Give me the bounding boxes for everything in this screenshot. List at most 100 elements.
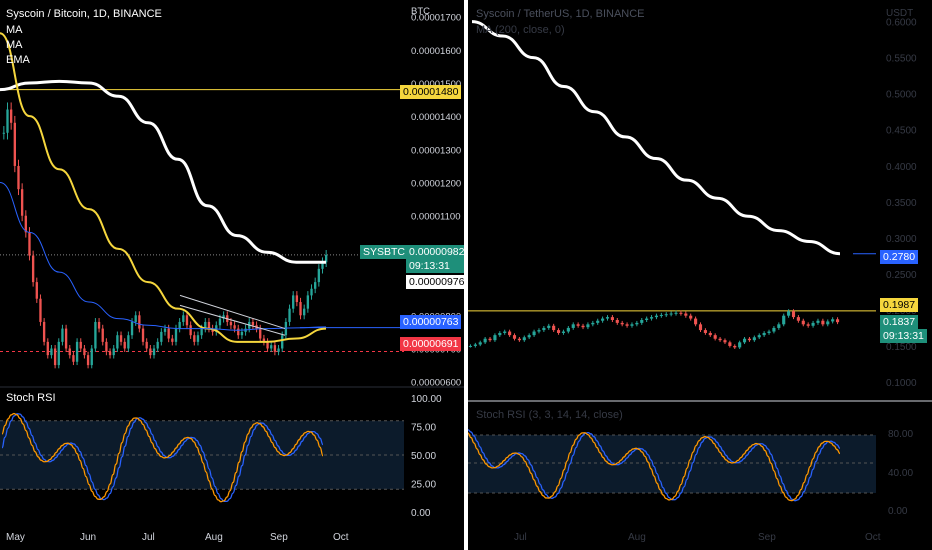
left-candle-body bbox=[9, 109, 13, 123]
left-chart-pane[interactable]: 0.00001700 0.00001600 0.00001500 0.00001400… bbox=[0, 0, 464, 550]
right-candle-body bbox=[625, 324, 629, 326]
left-candle-body bbox=[310, 288, 313, 296]
right-resistance-label: 0.1987 bbox=[880, 298, 919, 312]
left-x-tick: Jun bbox=[80, 532, 96, 543]
right-candle-body bbox=[522, 337, 526, 341]
left-candle-body bbox=[204, 321, 207, 329]
left-candle-body bbox=[61, 328, 64, 342]
right-candle-body bbox=[806, 324, 810, 326]
right-last-price-label: 0.1837 bbox=[880, 315, 919, 329]
right-currency-label: USDT bbox=[886, 8, 913, 19]
right-chart-pane[interactable]: 0.6000 0.5500 0.5000 0.4500 0.4000 0.3500 0.30… bbox=[468, 0, 932, 550]
left-x-tick: Oct bbox=[333, 532, 349, 543]
right-candle-body bbox=[718, 338, 722, 341]
right-candle-body bbox=[674, 312, 678, 314]
right-osc-tick: 0.00 bbox=[888, 506, 908, 517]
left-candle-body bbox=[299, 302, 302, 316]
right-candle-body bbox=[787, 311, 791, 316]
right-candle-body bbox=[488, 338, 492, 341]
left-y-tick: 0.00001700 bbox=[411, 13, 461, 24]
right-candle-body bbox=[733, 345, 737, 348]
right-candle-body bbox=[498, 332, 502, 336]
left-candle-body bbox=[123, 341, 126, 349]
left-candle-body bbox=[94, 321, 97, 349]
right-candle-body bbox=[728, 342, 732, 346]
left-oscillator-title[interactable]: Stoch RSI bbox=[6, 392, 56, 404]
left-candle-body bbox=[79, 341, 82, 349]
right-candle-body bbox=[796, 317, 800, 321]
left-candle-body bbox=[6, 109, 9, 133]
right-candle-body bbox=[596, 320, 600, 323]
right-candle-body bbox=[615, 320, 619, 323]
right-candle-body bbox=[762, 332, 766, 336]
right-countdown-label: 09:13:31 bbox=[880, 329, 927, 343]
left-candle-body bbox=[57, 341, 60, 366]
left-y-tick: 0.00001200 bbox=[411, 179, 461, 190]
left-osc-tick: 0.00 bbox=[411, 508, 431, 519]
right-candle-body bbox=[537, 330, 541, 332]
right-candle-body bbox=[649, 317, 654, 319]
left-chart-title: Syscoin / Bitcoin, 1D, BINANCE bbox=[6, 8, 162, 20]
left-candle-body bbox=[281, 335, 284, 349]
left-candle-body bbox=[171, 338, 174, 342]
left-candle-body bbox=[262, 338, 266, 342]
left-x-tick: Aug bbox=[205, 532, 223, 543]
left-candle-body bbox=[292, 295, 295, 309]
left-chart-canvas[interactable]: 0.00001700 0.00001600 0.00001500 0.00001400… bbox=[0, 0, 464, 550]
left-y-tick: 0.00001100 bbox=[411, 212, 461, 223]
right-x-tick: Jul bbox=[514, 532, 527, 543]
right-candle-body bbox=[831, 319, 835, 322]
left-candle-body bbox=[189, 325, 192, 336]
pane-divider[interactable] bbox=[464, 0, 468, 550]
right-candle-body bbox=[556, 330, 561, 333]
right-stoch-d bbox=[468, 432, 841, 502]
left-indicator-ema[interactable]: EMA bbox=[6, 54, 30, 66]
right-candle-body bbox=[713, 335, 717, 339]
right-candle-body bbox=[483, 338, 487, 343]
right-candle-body bbox=[826, 321, 830, 325]
right-candle-body bbox=[679, 312, 683, 314]
left-indicator-ma1[interactable]: MA bbox=[6, 24, 23, 36]
left-candle-body bbox=[72, 355, 75, 362]
right-candle-body bbox=[640, 320, 644, 323]
left-candle-body bbox=[270, 345, 273, 349]
left-second-price-label: 0.00000976 bbox=[406, 275, 464, 289]
right-y-tick: 0.1500 bbox=[886, 342, 917, 353]
right-candle-body bbox=[664, 314, 668, 316]
left-candle-body bbox=[119, 335, 123, 342]
right-ma-white bbox=[471, 20, 841, 256]
right-indicator-ma[interactable]: MA (200, close, 0) bbox=[476, 24, 565, 36]
right-candle-body bbox=[517, 338, 521, 341]
right-candle-body bbox=[591, 322, 595, 325]
right-candle-body bbox=[767, 331, 771, 333]
right-candle-body bbox=[708, 332, 712, 336]
right-chart-canvas[interactable]: 0.6000 0.5500 0.5000 0.4500 0.4000 0.3500 0.30… bbox=[468, 0, 932, 550]
left-ma-yellow bbox=[0, 32, 327, 343]
left-currency-label: BTC bbox=[411, 6, 430, 17]
right-y-tick: 0.5000 bbox=[886, 90, 917, 101]
left-candle-body bbox=[108, 351, 112, 356]
right-oscillator-title[interactable]: Stoch RSI (3, 3, 14, 14, close) bbox=[476, 409, 623, 421]
left-candle-body bbox=[233, 325, 236, 329]
right-candle-body bbox=[659, 314, 663, 316]
right-candle-body bbox=[684, 313, 688, 316]
right-candle-body bbox=[723, 340, 727, 343]
left-ema-blue bbox=[0, 182, 327, 331]
right-candle-body bbox=[738, 342, 742, 348]
left-y-tick: 0.00001300 bbox=[411, 145, 461, 156]
right-candle-body bbox=[835, 319, 840, 323]
right-y-tick: 0.1000 bbox=[886, 378, 917, 389]
left-candle-body bbox=[317, 268, 321, 283]
left-candle-body bbox=[134, 315, 137, 322]
left-y-tick: 0.00001400 bbox=[411, 112, 461, 123]
left-candle-body bbox=[86, 355, 90, 366]
left-candle-body bbox=[266, 341, 269, 349]
right-candle-body bbox=[473, 344, 477, 346]
left-candle-body bbox=[174, 328, 178, 342]
left-candle-body bbox=[39, 298, 42, 322]
left-x-tick: May bbox=[6, 532, 25, 543]
left-indicator-ma2[interactable]: MA bbox=[6, 39, 23, 51]
right-y-tick: 0.2500 bbox=[886, 270, 917, 281]
left-candle-body bbox=[31, 255, 35, 283]
right-candle-body bbox=[512, 335, 517, 339]
